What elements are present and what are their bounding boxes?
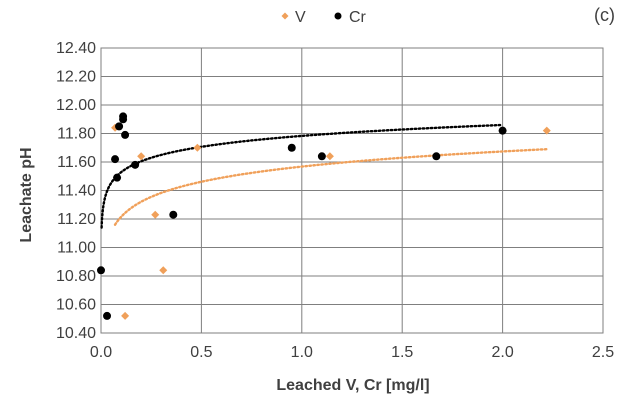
x-tick-label: 2.5 <box>592 344 614 361</box>
point-cr <box>113 173 122 182</box>
point-v <box>137 152 146 161</box>
data-points <box>97 112 551 320</box>
y-tick-label: 12.40 <box>56 40 96 57</box>
point-v <box>159 266 168 275</box>
point-cr <box>131 160 140 169</box>
x-axis-ticks: 0.0 0.5 1.0 1.5 2.0 2.5 <box>90 344 614 361</box>
point-v <box>151 210 160 219</box>
y-tick-label: 10.80 <box>56 268 96 285</box>
trendline-v <box>113 147 548 226</box>
point-v <box>542 126 551 135</box>
point-cr <box>432 152 441 161</box>
point-v <box>325 152 334 161</box>
panel-label: (c) <box>594 5 615 25</box>
legend-item-cr: Cr <box>334 9 367 26</box>
y-tick-label: 10.60 <box>56 297 96 314</box>
x-tick-label: 1.5 <box>391 344 413 361</box>
legend-item-v: V <box>281 9 306 26</box>
legend-label-cr: Cr <box>349 9 367 26</box>
y-tick-label: 11.60 <box>57 154 96 171</box>
plot-area <box>100 47 604 334</box>
y-axis-ticks: 10.40 10.60 10.80 11.00 11.20 11.40 11.60 11.80… <box>56 40 96 342</box>
y-tick-label: 11.80 <box>57 126 96 143</box>
x-tick-label: 0.5 <box>190 344 212 361</box>
trendlines <box>100 123 548 229</box>
y-tick-label: 12.20 <box>56 69 96 86</box>
point-cr <box>121 130 130 139</box>
point-cr <box>498 126 507 135</box>
x-tick-label: 0.0 <box>90 344 112 361</box>
point-cr <box>287 143 296 152</box>
point-cr <box>115 122 124 131</box>
y-tick-label: 12.00 <box>56 97 96 114</box>
point-cr <box>111 155 120 164</box>
y-tick-label: 11.40 <box>57 183 96 200</box>
point-v <box>193 143 202 152</box>
gridlines <box>100 47 604 334</box>
x-tick-label: 2.0 <box>491 344 513 361</box>
point-cr <box>103 311 112 320</box>
y-axis-title: Leachate pH <box>18 147 35 242</box>
trendline-cr <box>100 123 504 229</box>
x-axis-title: Leached V, Cr [mg/l] <box>276 377 429 394</box>
y-tick-label: 10.40 <box>56 325 96 342</box>
legend-label-v: V <box>295 9 306 26</box>
point-v <box>121 311 130 320</box>
point-cr <box>317 152 326 161</box>
y-tick-label: 11.20 <box>57 211 96 228</box>
legend-marker-cr <box>334 12 342 20</box>
point-cr <box>119 115 128 124</box>
point-cr <box>97 266 105 275</box>
x-tick-label: 1.0 <box>291 344 313 361</box>
legend: V Cr <box>281 9 367 26</box>
legend-marker-v <box>281 12 289 20</box>
y-tick-label: 11.00 <box>57 240 96 257</box>
point-cr <box>169 210 178 219</box>
